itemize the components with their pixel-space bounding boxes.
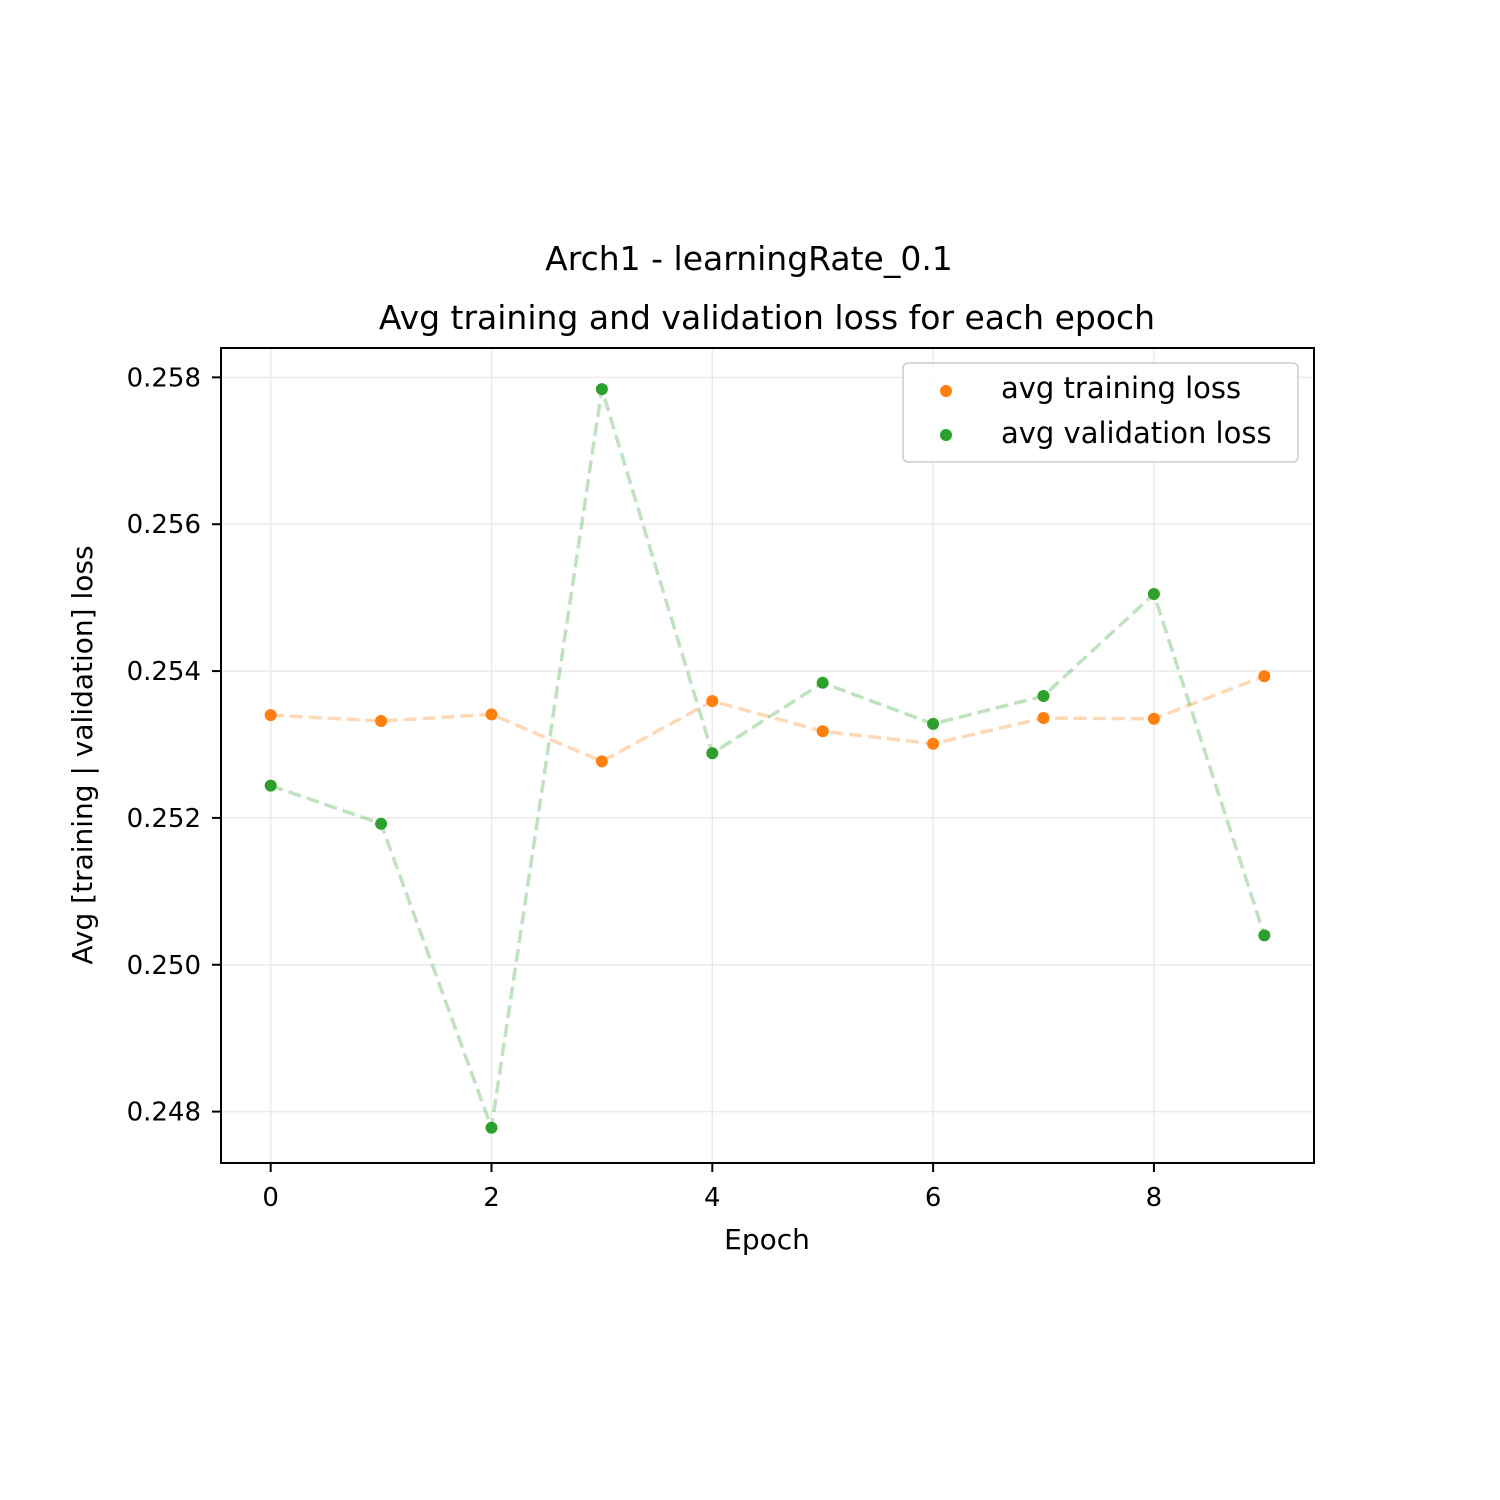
x-axis-ticks: 0 2 4 6 8	[262, 1163, 1162, 1213]
plot-frame	[220, 347, 1315, 1164]
data-point-validation	[1037, 690, 1050, 703]
data-point-validation	[927, 717, 940, 730]
y-tick-label: 0.254	[127, 657, 201, 687]
chart-title: Arch1 - learningRate_0.1	[545, 239, 953, 278]
y-axis-ticks: 0.248 0.250 0.252 0.254 0.256 0.258	[127, 363, 221, 1128]
data-point-training	[1037, 712, 1050, 725]
grid-lines	[221, 348, 1314, 1163]
data-point-validation	[1147, 587, 1160, 600]
series-line-training	[270, 674, 1265, 764]
x-tick-label: 2	[483, 1183, 500, 1213]
y-tick-label: 0.250	[127, 951, 201, 981]
data-point-training	[375, 714, 388, 727]
x-axis-label: Epoch	[724, 1223, 810, 1256]
legend-box	[902, 362, 1299, 463]
y-tick-label: 0.252	[127, 804, 201, 834]
data-point-validation	[375, 817, 388, 830]
data-point-training	[816, 725, 829, 738]
legend: avg training loss avg validation loss	[902, 362, 1299, 463]
data-point-validation	[706, 747, 719, 760]
y-tick-label: 0.256	[127, 510, 201, 540]
series-line-validation	[270, 388, 1266, 1129]
data-point-training	[927, 737, 940, 750]
x-tick-label: 4	[704, 1183, 721, 1213]
chart-subtitle: Avg training and validation loss for eac…	[379, 298, 1155, 337]
data-point-validation	[485, 1121, 498, 1134]
legend-label-validation: avg validation loss	[1001, 416, 1272, 450]
x-tick-label: 8	[1146, 1183, 1163, 1213]
series-layer	[264, 383, 1271, 1134]
data-point-validation	[1258, 929, 1271, 942]
data-point-validation	[816, 676, 829, 689]
legend-label-training: avg training loss	[1001, 371, 1241, 405]
y-tick-label: 0.258	[127, 363, 201, 393]
data-point-validation	[264, 779, 277, 792]
data-point-training	[706, 695, 719, 708]
data-point-training	[485, 708, 498, 721]
y-tick-label: 0.248	[127, 1098, 201, 1128]
data-point-training	[1147, 712, 1160, 725]
data-point-training	[1258, 670, 1271, 683]
data-point-training	[595, 755, 608, 768]
x-tick-label: 6	[925, 1183, 942, 1213]
data-point-validation	[595, 383, 608, 396]
x-tick-label: 0	[262, 1183, 279, 1213]
data-point-training	[264, 709, 277, 722]
y-axis-label: Avg [training | validation] loss	[66, 545, 99, 964]
legend-marker-training	[940, 385, 952, 397]
legend-marker-validation	[940, 429, 952, 441]
